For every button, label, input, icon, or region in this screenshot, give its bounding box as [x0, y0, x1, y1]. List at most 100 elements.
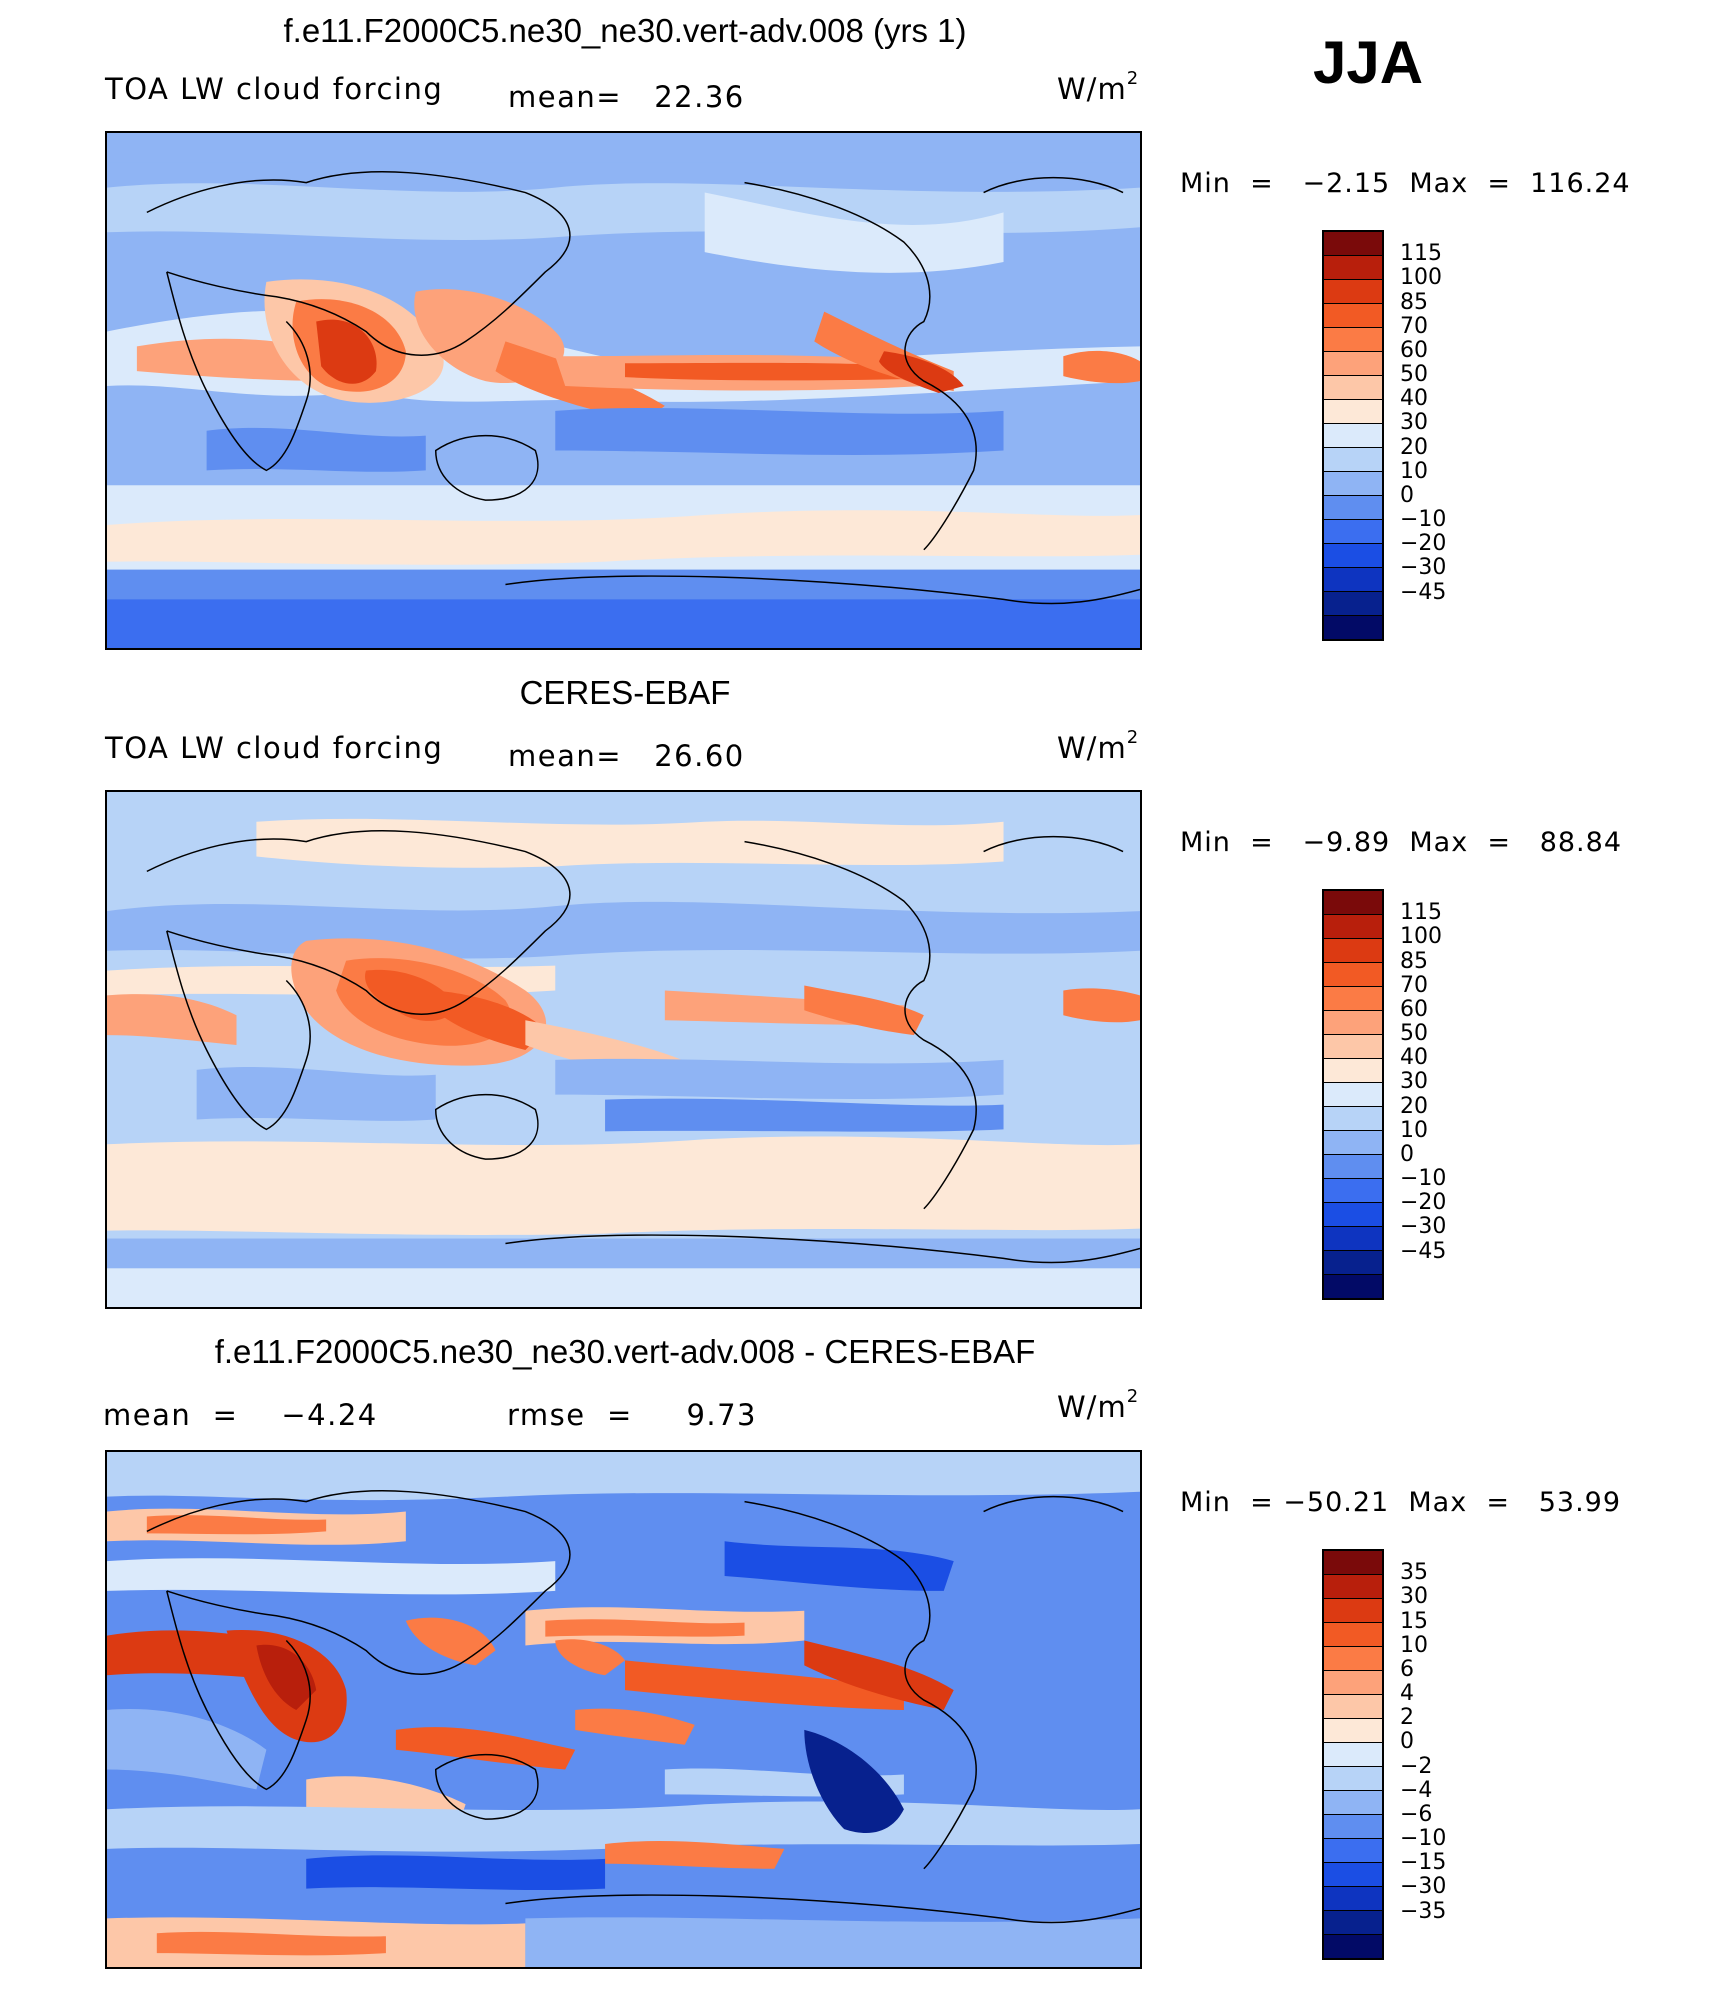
colorbar-segment	[1324, 1035, 1382, 1059]
colorbar-segment	[1324, 544, 1382, 568]
colorbar-segment	[1324, 1911, 1382, 1935]
colorbar-tick-label: 20	[1400, 1093, 1428, 1119]
colorbar-segment	[1324, 1839, 1382, 1863]
colorbar-tick-label: −6	[1400, 1801, 1433, 1827]
colorbar-segment	[1324, 1083, 1382, 1107]
colorbar	[1322, 1549, 1384, 1960]
colorbar-segment	[1324, 963, 1382, 987]
colorbar-segment	[1324, 424, 1382, 448]
colorbar-tick-label: 0	[1400, 482, 1414, 508]
colorbar-tick-label: 2	[1400, 1705, 1414, 1731]
colorbar-tick-label: 40	[1400, 1045, 1428, 1071]
colorbar-labels: 115 100 85 70 60 50 40 30 20 10 0 −10 −20 −30 −45	[1400, 889, 1480, 1300]
colorbar-tick-label: −10	[1400, 1166, 1447, 1192]
colorbar-segment	[1324, 1815, 1382, 1839]
colorbar-segment	[1324, 1623, 1382, 1647]
colorbar-segment	[1324, 1935, 1382, 1958]
colorbar-tick-label: 40	[1400, 386, 1428, 412]
colorbar-segment	[1324, 1887, 1382, 1911]
mean-label: mean= 26.60	[508, 739, 745, 773]
colorbar-tick-label: −10	[1400, 1826, 1447, 1852]
colorbar-tick-label: 100	[1400, 265, 1442, 291]
colorbar-segment	[1324, 987, 1382, 1011]
colorbar-tick-label: 115	[1400, 900, 1442, 926]
colorbar-tick-label: 70	[1400, 972, 1428, 998]
colorbar-tick-label: 0	[1400, 1729, 1414, 1755]
min-max-label: Min = −50.21 Max = 53.99	[1180, 1487, 1622, 1518]
variable-label: TOA LW cloud forcing	[105, 731, 444, 765]
colorbar-segment	[1324, 280, 1382, 304]
colorbar-tick-label: 10	[1400, 458, 1428, 484]
colorbar-segment	[1324, 1275, 1382, 1298]
colorbar-segment	[1324, 1599, 1382, 1623]
colorbar-tick-label: 10	[1400, 1117, 1428, 1143]
colorbar-segment	[1324, 304, 1382, 328]
colorbar-segment	[1324, 891, 1382, 915]
colorbar-tick-label: 15	[1400, 1608, 1428, 1634]
colorbar-tick-label: 30	[1400, 1584, 1428, 1610]
colorbar-segment	[1324, 232, 1382, 256]
min-max-label: Min = −2.15 Max = 116.24	[1180, 168, 1631, 199]
colorbar-tick-label: −30	[1400, 555, 1447, 581]
panel-title: CERES-EBAF	[519, 674, 731, 711]
colorbar-tick-label: 20	[1400, 434, 1428, 460]
colorbar-segment	[1324, 1203, 1382, 1227]
units-label: W/m2	[1057, 1386, 1140, 1424]
colorbar-tick-label: 85	[1400, 289, 1428, 315]
colorbar-segment	[1324, 616, 1382, 639]
map-plot	[105, 131, 1142, 650]
colorbar-segment	[1324, 328, 1382, 352]
colorbar-labels: 35 30 15 10 6 4 2 0 −2 −4 −6 −10 −15 −30 −35	[1400, 1549, 1480, 1960]
colorbar-segment	[1324, 1695, 1382, 1719]
colorbar-tick-label: 6	[1400, 1656, 1414, 1682]
colorbar	[1322, 889, 1384, 1300]
colorbar-tick-label: −10	[1400, 507, 1447, 533]
colorbar-tick-label: −45	[1400, 1238, 1447, 1264]
rmse-label: rmse = 9.73	[507, 1398, 758, 1432]
colorbar-segment	[1324, 939, 1382, 963]
map-plot	[105, 790, 1142, 1309]
colorbar-tick-label: −35	[1400, 1898, 1447, 1924]
units-label: W/m2	[1057, 68, 1140, 106]
season-label: JJA	[1313, 29, 1424, 96]
colorbar-tick-label: 50	[1400, 362, 1428, 388]
colorbar-segment	[1324, 400, 1382, 424]
colorbar-segment	[1324, 352, 1382, 376]
map-plot	[105, 1450, 1142, 1969]
colorbar-tick-label: −20	[1400, 531, 1447, 557]
colorbar-segment	[1324, 1011, 1382, 1035]
colorbar-segment	[1324, 1059, 1382, 1083]
panel-title: f.e11.F2000C5.ne30_ne30.vert-adv.008 - C…	[214, 1333, 1036, 1370]
colorbar-segment	[1324, 1743, 1382, 1767]
colorbar-segment	[1324, 1575, 1382, 1599]
colorbar-tick-label: −2	[1400, 1753, 1433, 1779]
colorbar-tick-label: 30	[1400, 410, 1428, 436]
colorbar-tick-label: 70	[1400, 313, 1428, 339]
colorbar-segment	[1324, 376, 1382, 400]
colorbar-segment	[1324, 1671, 1382, 1695]
colorbar-tick-label: 4	[1400, 1681, 1414, 1707]
colorbar-segment	[1324, 1227, 1382, 1251]
colorbar-tick-label: 60	[1400, 337, 1428, 363]
colorbar-segment	[1324, 448, 1382, 472]
colorbar-segment	[1324, 568, 1382, 592]
colorbar-segment	[1324, 1179, 1382, 1203]
units-label: W/m2	[1057, 727, 1140, 765]
colorbar-segment	[1324, 256, 1382, 280]
mean-label: mean= 22.36	[508, 80, 745, 114]
colorbar-segment	[1324, 1863, 1382, 1887]
colorbar-labels: 115 100 85 70 60 50 40 30 20 10 0 −10 −20 −30 −45	[1400, 230, 1480, 641]
colorbar-segment	[1324, 1767, 1382, 1791]
colorbar-segment	[1324, 1791, 1382, 1815]
colorbar-segment	[1324, 915, 1382, 939]
colorbar-tick-label: 60	[1400, 996, 1428, 1022]
colorbar-segment	[1324, 1131, 1382, 1155]
colorbar-tick-label: −45	[1400, 579, 1447, 605]
colorbar-tick-label: 115	[1400, 241, 1442, 267]
colorbar-tick-label: 30	[1400, 1069, 1428, 1095]
panel-title: f.e11.F2000C5.ne30_ne30.vert-adv.008 (yr…	[283, 12, 967, 49]
min-max-label: Min = −9.89 Max = 88.84	[1180, 827, 1623, 858]
colorbar-tick-label: 10	[1400, 1632, 1428, 1658]
colorbar-segment	[1324, 496, 1382, 520]
colorbar-segment	[1324, 1551, 1382, 1575]
